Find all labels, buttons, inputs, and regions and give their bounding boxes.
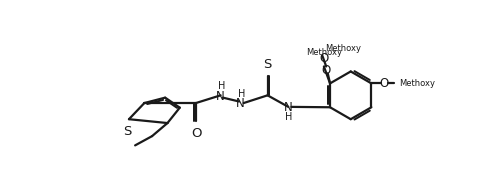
Text: H: H <box>286 112 293 122</box>
Text: S: S <box>123 125 132 138</box>
Text: Methoxy: Methoxy <box>324 44 360 53</box>
Text: Methoxy: Methoxy <box>399 79 435 88</box>
Text: O: O <box>322 64 331 77</box>
Text: H: H <box>217 82 225 92</box>
Text: H: H <box>238 89 245 99</box>
Text: N: N <box>236 97 245 110</box>
Text: N: N <box>284 101 293 114</box>
Text: Methoxy: Methoxy <box>306 48 342 57</box>
Text: O: O <box>319 52 328 65</box>
Text: O: O <box>380 77 389 90</box>
Text: O: O <box>192 127 202 140</box>
Text: N: N <box>216 90 225 103</box>
Text: S: S <box>264 58 272 71</box>
